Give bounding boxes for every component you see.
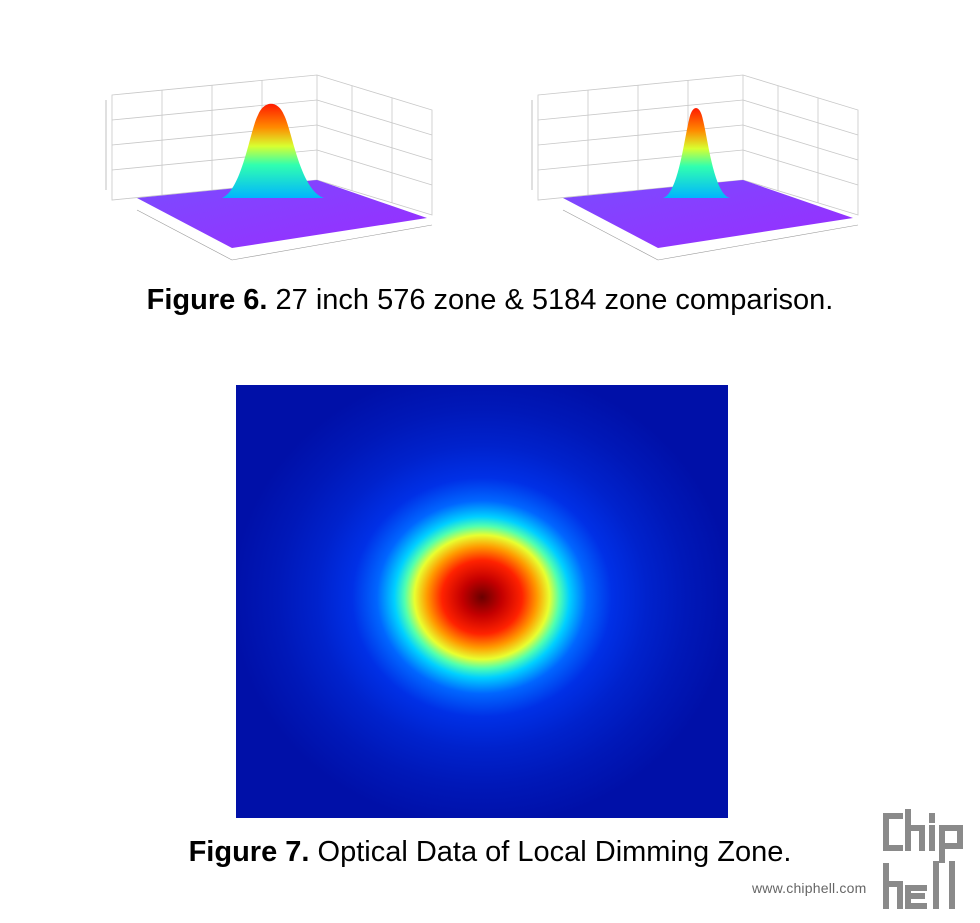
axis-tick-marks bbox=[105, 100, 433, 261]
figure-6-text: 27 inch 576 zone & 5184 zone comparison. bbox=[267, 284, 834, 316]
surface-plot-5184-zone bbox=[531, 74, 859, 261]
plot-axes-box bbox=[111, 74, 433, 216]
heatmap-intensity bbox=[236, 385, 728, 818]
figure-7-text: Optical Data of Local Dimming Zone. bbox=[309, 836, 792, 868]
chiphell-logo-icon bbox=[883, 809, 963, 909]
surface-peak bbox=[663, 108, 730, 198]
local-dimming-heatmap bbox=[236, 385, 728, 818]
figure-7-caption: Figure 7. Optical Data of Local Dimming … bbox=[0, 836, 980, 869]
figure-6-label: Figure 6. bbox=[146, 284, 268, 316]
figure-7-label: Figure 7. bbox=[188, 836, 310, 868]
watermark-url: www.chiphell.com bbox=[752, 880, 867, 896]
figure-6-caption: Figure 6. 27 inch 576 zone & 5184 zone c… bbox=[0, 284, 980, 317]
surface-peak bbox=[222, 103, 324, 198]
surface-floor bbox=[137, 180, 427, 248]
axis-tick-marks bbox=[531, 100, 859, 261]
watermark: www.chiphell.com bbox=[752, 808, 972, 918]
surface-floor bbox=[563, 180, 853, 248]
surface-plot-576-zone bbox=[105, 74, 433, 261]
